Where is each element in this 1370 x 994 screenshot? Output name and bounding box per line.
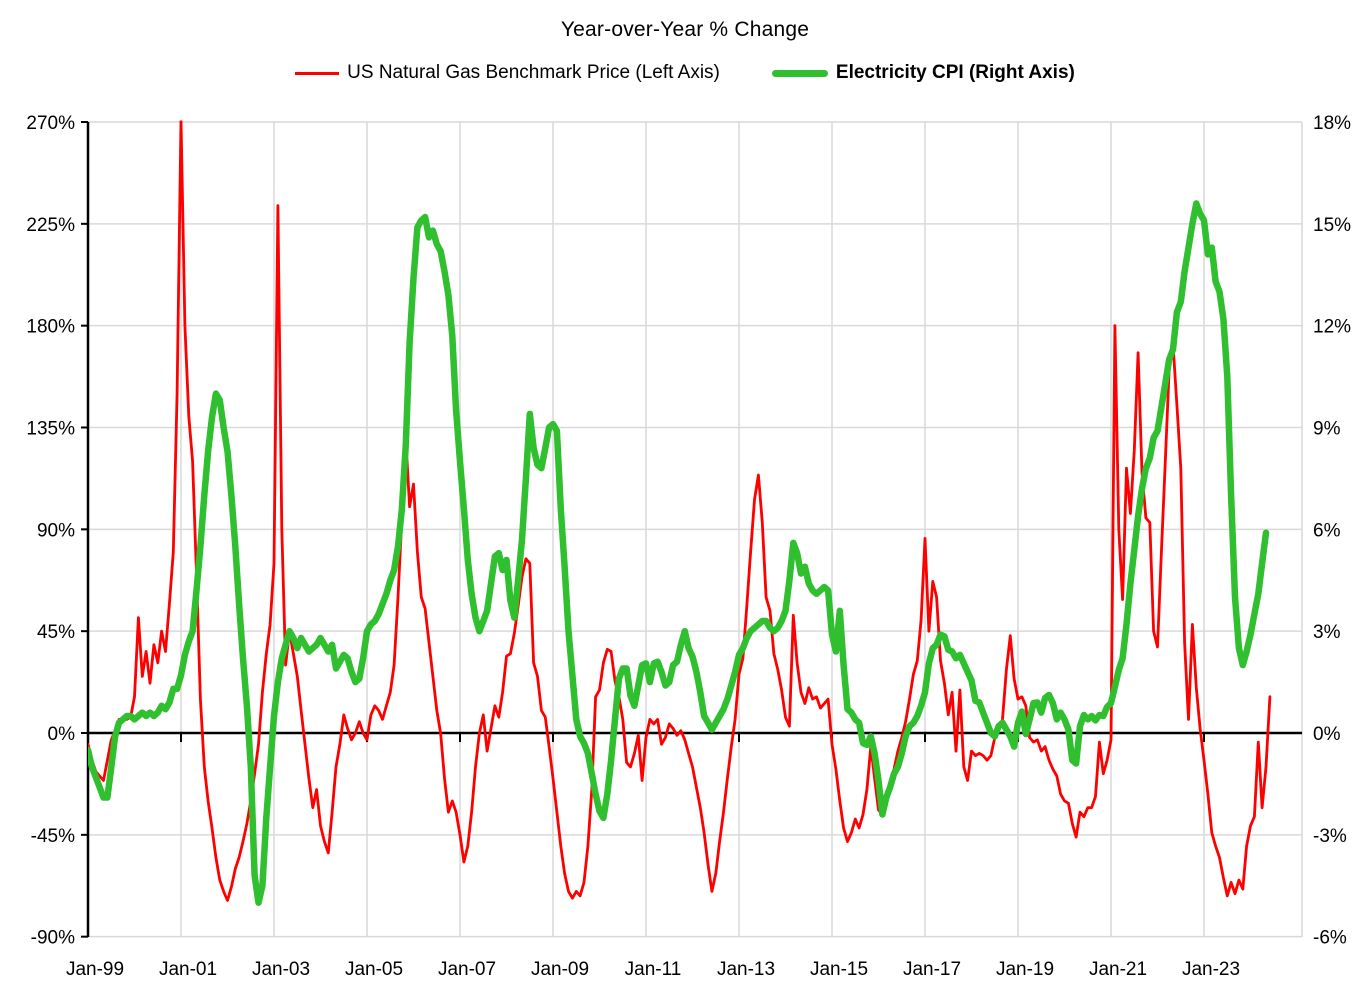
left-axis-tick-label: 270% (26, 113, 75, 134)
right-axis-tick-label: -3% (1313, 826, 1347, 847)
right-axis-tick-label: 9% (1313, 419, 1341, 440)
chart-legend: US Natural Gas Benchmark Price (Left Axi… (0, 62, 1370, 84)
x-axis-tick-label: Jan-07 (438, 959, 496, 980)
x-axis-tick-label: Jan-21 (1089, 959, 1147, 980)
x-axis-tick-label: Jan-23 (1182, 959, 1240, 980)
left-axis-tick-label: 90% (37, 520, 75, 541)
x-axis-tick-label: Jan-11 (625, 959, 682, 980)
left-axis-tick-label: 45% (37, 622, 75, 643)
left-axis-tick-label: -90% (31, 928, 75, 949)
x-axis-tick-label: Jan-13 (717, 959, 775, 980)
legend-item-gas: US Natural Gas Benchmark Price (Left Axi… (295, 62, 720, 84)
x-axis-tick-label: Jan-09 (531, 959, 589, 980)
left-axis-tick-label: 0% (48, 724, 76, 745)
left-axis-tick-label: -45% (31, 826, 75, 847)
right-axis-tick-label: 18% (1313, 113, 1351, 134)
x-axis-tick-label: Jan-15 (810, 959, 868, 980)
x-axis-tick-label: Jan-19 (996, 959, 1054, 980)
right-axis-tick-label: 3% (1313, 622, 1341, 643)
legend-label-cpi: Electricity CPI (Right Axis) (835, 62, 1075, 83)
left-axis-tick-label: 135% (26, 419, 75, 440)
right-axis-tick-label: 12% (1313, 317, 1351, 338)
axis-labels: 270% 225% 180% 135% 90% 45% 0% -45% -90% 18% 15% 12… (26, 113, 1351, 980)
x-axis-tick-label: Jan-03 (252, 959, 310, 980)
gas-line-swatch-icon (295, 71, 340, 75)
right-axis-tick-label: 0% (1313, 724, 1341, 745)
legend-label-gas: US Natural Gas Benchmark Price (Left Axi… (347, 62, 720, 83)
x-axis-tick-label: Jan-05 (345, 959, 403, 980)
right-axis-tick-label: 6% (1313, 520, 1341, 541)
electricity-cpi-series-line (88, 200, 1270, 906)
chart-title: Year-over-Year % Change (560, 18, 810, 41)
legend-item-cpi: Electricity CPI (Right Axis) (771, 62, 1075, 84)
left-axis-tick-label: 180% (26, 317, 75, 338)
x-axis-tick-label: Jan-99 (66, 959, 124, 980)
x-axis-tick-label: Jan-17 (903, 959, 961, 980)
series-group (88, 120, 1272, 906)
left-axis-tick-label: 225% (26, 215, 75, 236)
gas-price-series-line (88, 120, 1272, 902)
cpi-line-swatch-icon (771, 69, 828, 77)
right-axis-tick-label: 15% (1313, 215, 1351, 236)
right-axis-tick-label: -6% (1313, 928, 1347, 949)
x-axis-tick-label: Jan-01 (159, 959, 217, 980)
